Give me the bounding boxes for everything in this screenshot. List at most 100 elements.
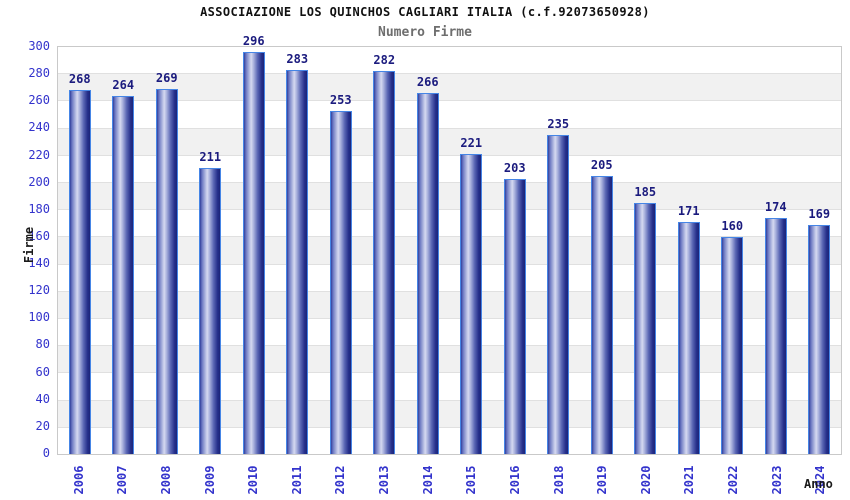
x-tick-slot: 2020	[624, 456, 668, 500]
bar	[547, 135, 570, 454]
bar-slot: 169	[798, 47, 842, 454]
x-tick-label: 2010	[246, 465, 261, 495]
bar-value-label: 282	[373, 53, 396, 67]
chart-subtitle: Numero Firme	[378, 25, 472, 40]
grid-band	[58, 263, 841, 291]
y-tick-label: 300	[28, 39, 50, 53]
grid-band	[58, 73, 841, 101]
bar	[199, 168, 222, 454]
y-tick-label: 160	[28, 228, 50, 243]
x-tick-slot: 2012	[319, 456, 363, 500]
x-tick-slot: 2010	[231, 456, 275, 500]
bar-value-label: 203	[503, 161, 526, 175]
y-tick-label: 280	[28, 66, 50, 81]
y-tick-label: 60	[35, 364, 50, 379]
bar-value-label: 221	[460, 136, 483, 150]
x-tick-slot: 2022	[711, 456, 755, 500]
bar	[68, 90, 91, 454]
bar-slot: 264	[102, 47, 146, 454]
bar	[764, 218, 787, 454]
x-tick-label: 2015	[464, 465, 479, 495]
grid-band	[58, 154, 841, 183]
bar-value-label: 205	[590, 158, 613, 172]
x-tick-slot: 2009	[188, 456, 232, 500]
y-tick-label: 40	[35, 391, 50, 406]
grid-band	[58, 372, 841, 400]
bar-slot: 160	[711, 47, 755, 454]
bar-value-label: 269	[155, 71, 178, 85]
bar	[721, 237, 744, 454]
bar-value-label: 235	[547, 117, 570, 131]
x-tick-slot: 2013	[362, 456, 406, 500]
grid-band	[58, 290, 841, 319]
x-axis-title: Anno	[804, 477, 833, 491]
bar-slot: 268	[58, 47, 102, 454]
x-tick-label: 2006	[71, 465, 86, 495]
bar-value-label: 174	[764, 200, 787, 214]
x-tick-label: 2019	[595, 465, 610, 495]
bar	[373, 71, 396, 454]
y-tick-label: 180	[28, 201, 50, 216]
bar-slot: 235	[537, 47, 581, 454]
bar	[590, 176, 613, 454]
x-axis: 2006 2007 2008 2009 2010 2011 2012 2013 2014 2015…	[57, 456, 842, 500]
y-tick-label: 100	[28, 310, 50, 325]
x-tick-label: 2021	[682, 465, 697, 495]
bar-slot: 296	[232, 34, 276, 454]
bar-slot: 269	[145, 47, 189, 454]
y-tick-label: 220	[28, 147, 50, 162]
y-tick-label: 140	[28, 256, 50, 271]
grid-bands	[58, 47, 841, 455]
bar-value-label: 185	[634, 185, 657, 199]
x-tick-slot: 2016	[493, 456, 537, 500]
grid-band	[58, 209, 841, 237]
bar-value-label: 283	[286, 52, 309, 66]
bar	[242, 52, 265, 454]
x-tick-label: 2011	[289, 465, 304, 495]
bar-value-label: 169	[808, 207, 831, 221]
bars-layer: 268 264 269 211 296 283 253 282 266 221 203 235 205 1…	[58, 34, 842, 454]
x-tick-slot: 2015	[449, 456, 493, 500]
bar	[460, 154, 483, 454]
bar	[329, 111, 352, 454]
grid-band	[58, 182, 841, 210]
bar	[634, 203, 657, 454]
bar-slot: 205	[580, 47, 624, 454]
x-tick-label: 2023	[769, 465, 784, 495]
bar-slot: 253	[319, 47, 363, 454]
x-tick-label: 2020	[638, 465, 653, 495]
bar-value-label: 171	[677, 204, 700, 218]
grid-band	[58, 100, 841, 128]
x-tick-label: 2009	[202, 465, 217, 495]
x-tick-slot: 2023	[755, 456, 799, 500]
bar-value-label: 296	[242, 34, 265, 48]
bar-slot: 266	[406, 47, 450, 454]
bar-value-label: 268	[68, 72, 91, 86]
x-tick-label: 2016	[507, 465, 522, 495]
x-tick-slot: 2011	[275, 456, 319, 500]
grid-band	[58, 318, 841, 346]
bar-value-label: 264	[112, 78, 135, 92]
y-tick-label: 120	[28, 283, 50, 298]
bar-slot: 203	[493, 47, 537, 454]
y-tick-label: 240	[28, 120, 50, 135]
bar-value-label: 266	[416, 75, 439, 89]
bar-slot: 211	[189, 47, 233, 454]
grid-band	[58, 127, 841, 155]
grid-band	[58, 236, 841, 264]
bar-slot: 174	[754, 47, 798, 454]
bar	[286, 70, 309, 454]
bar-value-label: 211	[199, 150, 222, 164]
x-tick-label: 2014	[420, 465, 435, 495]
bar	[503, 179, 526, 454]
bar	[155, 89, 178, 454]
grid-band	[58, 426, 841, 455]
y-tick-label: 260	[28, 93, 50, 108]
x-tick-slot: 2014	[406, 456, 450, 500]
bar-slot: 221	[450, 47, 494, 454]
x-tick-slot: 2006	[57, 456, 101, 500]
bar-slot: 185	[624, 47, 668, 454]
grid-band	[58, 47, 841, 74]
x-tick-slot: 2018	[537, 456, 581, 500]
